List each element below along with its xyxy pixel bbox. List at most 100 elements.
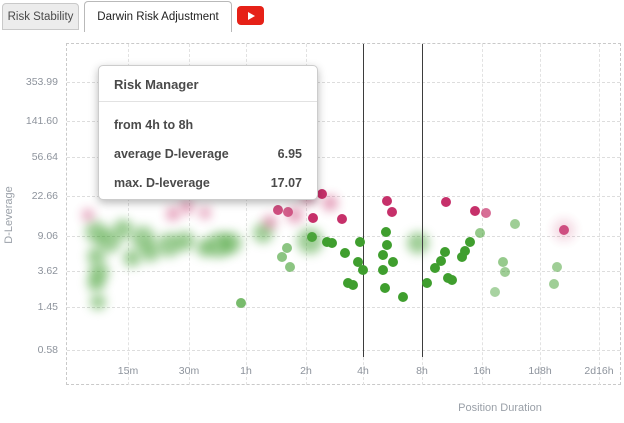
data-point-green[interactable]	[475, 228, 485, 238]
data-point-green[interactable]	[381, 227, 391, 237]
data-point-green[interactable]	[552, 262, 562, 272]
data-point-green[interactable]	[285, 262, 295, 272]
data-point-pink[interactable]	[387, 207, 397, 217]
data-point-green[interactable]	[378, 265, 388, 275]
y-gridline	[67, 350, 620, 351]
y-tick-label: 141.60	[25, 115, 58, 127]
density-blob	[180, 200, 194, 214]
data-point-green[interactable]	[422, 278, 432, 288]
x-tick-label: 2h	[300, 365, 312, 377]
density-blob	[87, 274, 105, 292]
y-gridline	[67, 121, 620, 122]
density-blob	[87, 247, 105, 265]
tab-risk-stability-label: Risk Stability	[7, 10, 74, 23]
data-point-green[interactable]	[378, 250, 388, 260]
data-point-green[interactable]	[549, 279, 559, 289]
density-blob	[220, 232, 242, 254]
density-blob	[140, 242, 160, 262]
data-point-green[interactable]	[465, 237, 475, 247]
density-blob	[113, 219, 133, 239]
y-gridline	[67, 157, 620, 158]
x-gridline	[189, 44, 190, 385]
x-gridline	[128, 44, 129, 385]
data-point-green[interactable]	[380, 283, 390, 293]
youtube-button[interactable]	[237, 6, 264, 25]
y-tick-label: 0.58	[37, 344, 58, 356]
x-gridline	[306, 44, 307, 385]
density-blob	[123, 249, 141, 267]
data-point-pink[interactable]	[317, 189, 327, 199]
x-tick-label: 1h	[240, 365, 252, 377]
y-tick-label: 56.64	[31, 151, 58, 163]
data-point-pink[interactable]	[441, 197, 451, 207]
data-point-green[interactable]	[440, 247, 450, 257]
y-gridline	[67, 82, 620, 83]
data-point-green[interactable]	[490, 287, 500, 297]
data-point-pink[interactable]	[273, 205, 283, 215]
x-tick-label: 15m	[117, 365, 139, 377]
x-tick-label: 2d16h	[584, 365, 614, 377]
y-tick-label: 3.62	[37, 265, 58, 277]
risk-manager-tooltip: Risk Manager from 4h to 8h average D-lev…	[98, 65, 318, 200]
x-tick-label: 30m	[178, 365, 200, 377]
data-point-pink[interactable]	[382, 196, 392, 206]
data-point-green[interactable]	[327, 238, 337, 248]
data-point-green[interactable]	[382, 240, 392, 250]
data-point-green[interactable]	[436, 256, 446, 266]
y-tick-label: 353.99	[25, 76, 58, 88]
data-point-green[interactable]	[457, 252, 467, 262]
data-point-pink[interactable]	[559, 225, 569, 235]
y-tick-label: 9.06	[37, 230, 58, 242]
density-blob	[82, 209, 94, 221]
density-blob	[322, 195, 338, 211]
data-point-green[interactable]	[498, 257, 508, 267]
density-blob	[166, 207, 180, 221]
data-point-green[interactable]	[355, 237, 365, 247]
density-blob	[253, 223, 273, 243]
tooltip-max-value: 17.07	[270, 176, 302, 190]
data-point-pink[interactable]	[283, 207, 293, 217]
tooltip-title: Risk Manager	[114, 77, 199, 92]
density-blob	[175, 231, 195, 251]
data-point-green[interactable]	[447, 275, 457, 285]
density-blob	[90, 294, 106, 310]
data-point-pink[interactable]	[481, 208, 491, 218]
data-point-green[interactable]	[340, 248, 350, 258]
data-point-pink[interactable]	[308, 213, 318, 223]
tooltip-range: from 4h to 8h	[114, 118, 194, 132]
tab-darwin-risk-adjustment-label: Darwin Risk Adjustment	[97, 11, 219, 23]
data-point-green[interactable]	[430, 263, 440, 273]
y-tick-label: 1.45	[37, 301, 58, 313]
x-tick-label: 4h	[357, 365, 369, 377]
tooltip-average-row: average D-leverage 6.95	[114, 140, 302, 169]
selection-line-8h	[422, 44, 423, 357]
data-point-green[interactable]	[500, 267, 510, 277]
y-tick-label: 22.66	[31, 190, 58, 202]
tab-darwin-risk-adjustment[interactable]: Darwin Risk Adjustment	[84, 1, 232, 32]
data-point-pink[interactable]	[337, 214, 347, 224]
data-point-green[interactable]	[358, 265, 368, 275]
density-blob	[199, 207, 211, 219]
plot-border	[66, 43, 621, 385]
data-point-green[interactable]	[277, 252, 287, 262]
data-point-green[interactable]	[510, 219, 520, 229]
data-point-green[interactable]	[282, 243, 292, 253]
tab-risk-stability[interactable]: Risk Stability	[2, 3, 79, 30]
tooltip-max-row: max. D-leverage 17.07	[114, 169, 302, 198]
selection-line-4h	[363, 44, 364, 357]
data-point-green[interactable]	[388, 257, 398, 267]
data-point-pink[interactable]	[470, 206, 480, 216]
x-tick-label: 1d8h	[528, 365, 552, 377]
data-point-green[interactable]	[398, 292, 408, 302]
data-point-green[interactable]	[307, 232, 317, 242]
data-point-green[interactable]	[348, 280, 358, 290]
data-point-green[interactable]	[460, 246, 470, 256]
tooltip-average-label: average D-leverage	[114, 147, 229, 161]
y-gridline	[67, 271, 620, 272]
y-gridline	[67, 236, 620, 237]
data-point-green[interactable]	[353, 257, 363, 267]
data-point-green[interactable]	[236, 298, 246, 308]
x-tick-label: 16h	[473, 365, 491, 377]
play-icon	[248, 11, 255, 20]
